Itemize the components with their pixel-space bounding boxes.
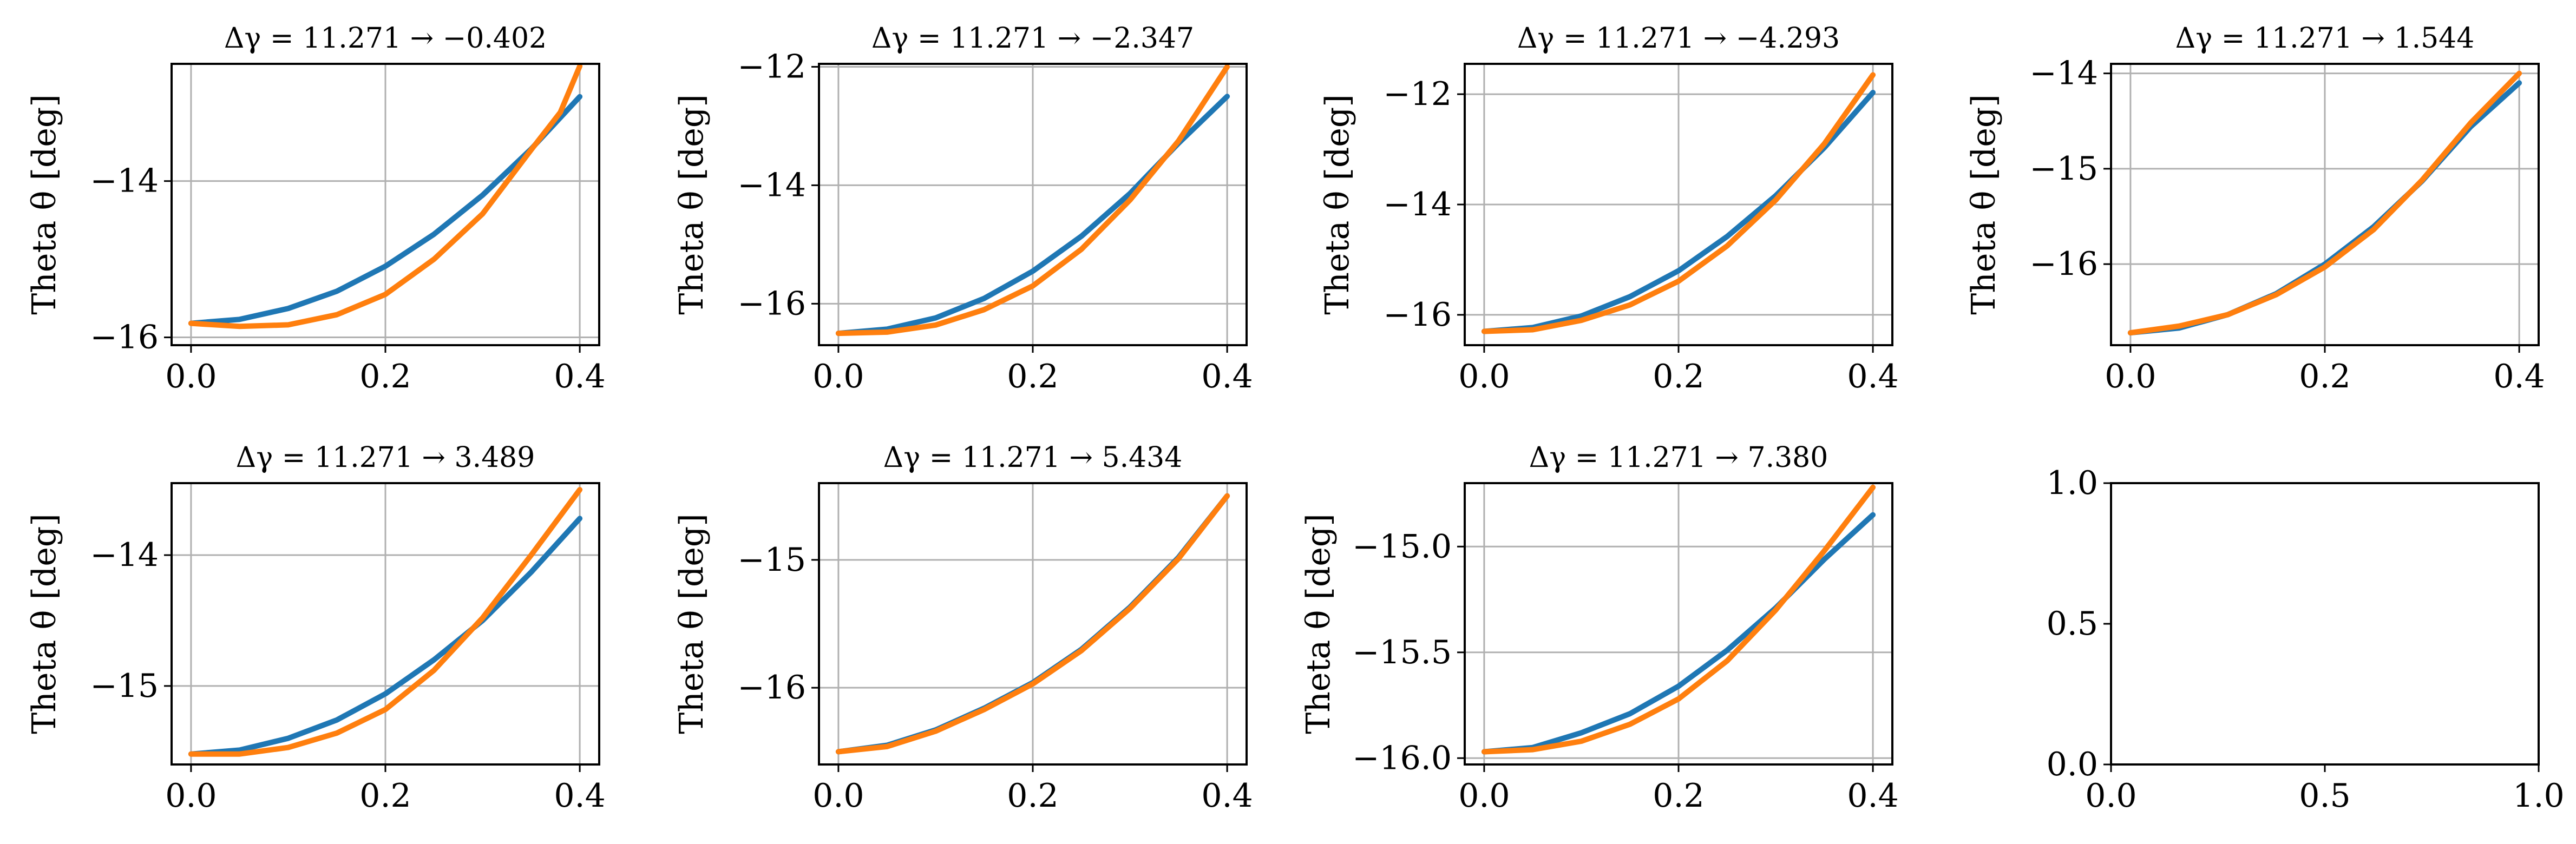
x-tick-label: 0.0 (812, 358, 864, 395)
subplot-3: 0.0 0.2 0.4 −12 −14 −16 Δγ = 11.271 → −4.293 Th… (1319, 22, 1899, 395)
y-tick-label: −16 (737, 669, 806, 707)
x-tick-label: 0.4 (1847, 358, 1898, 395)
y-tick-label: −15 (90, 667, 159, 705)
x-tick-label: 0.2 (1007, 358, 1058, 395)
x-tick-label: 0.0 (165, 358, 217, 395)
y-tick-label: −14 (1383, 186, 1452, 223)
y-axis-label: Theta θ [deg] (1965, 94, 2003, 314)
y-tick-label: −16 (1383, 296, 1452, 334)
x-tick-label: 0.2 (1653, 358, 1704, 395)
y-tick-label: 1.0 (2047, 464, 2098, 502)
y-tick-label: −15 (2029, 150, 2098, 188)
subplot-4: 0.0 0.2 0.4 −14 −15 −16 Δγ = 11.271 → 1.544 The… (1965, 22, 2545, 395)
y-tick-label: −15.5 (1352, 634, 1452, 671)
series-line-2 (1481, 72, 1876, 334)
axes-frame (2110, 482, 2540, 766)
x-tick-label: 1.0 (2513, 777, 2564, 815)
x-tick-label: 0.0 (2105, 358, 2156, 395)
series-line-1 (188, 94, 583, 326)
x-tick-label: 0.0 (1458, 358, 1510, 395)
x-tick-label: 0.0 (2085, 777, 2136, 815)
series-line-2 (2127, 70, 2522, 336)
x-tick-label: 0.4 (2493, 358, 2545, 395)
y-axis-label: Theta θ [deg] (1319, 94, 1356, 314)
x-tick-label: 0.2 (359, 777, 411, 815)
x-tick-label: 0.4 (1847, 777, 1898, 815)
y-axis-label: Theta θ [deg] (673, 94, 711, 314)
x-tick-label: 0.4 (554, 777, 605, 815)
y-tick-label: 0.5 (2047, 605, 2098, 643)
y-tick-label: −16 (2029, 245, 2098, 283)
y-tick-label: −15.0 (1352, 528, 1452, 565)
y-tick-label: −15 (737, 541, 806, 579)
series-line-2 (188, 487, 583, 757)
subplot-2: 0.0 0.2 0.4 −12 −14 −16 Δγ = 11.271 → −2.347 Th… (673, 22, 1253, 395)
x-tick-label: 0.2 (1653, 777, 1704, 815)
x-tick-label: 0.4 (554, 358, 605, 395)
y-axis-label: Theta θ [deg] (25, 513, 63, 734)
x-tick-label: 0.4 (1201, 777, 1253, 815)
series-line-2 (835, 64, 1230, 337)
y-axis-label: Theta θ [deg] (25, 94, 63, 314)
y-axis-label: Theta θ [deg] (1300, 513, 1338, 734)
y-tick-label: −14 (2029, 55, 2098, 93)
series-line-2 (188, 63, 583, 329)
subplot-title: Δγ = 11.271 → 1.544 (2175, 22, 2475, 55)
subplot-title: Δγ = 11.271 → 7.380 (1529, 441, 1828, 474)
subplot-8: 0.0 0.5 1.0 0.0 0.5 1.0 (2047, 464, 2565, 815)
x-tick-label: 0.0 (812, 777, 864, 815)
x-tick-label: 0.5 (2299, 777, 2350, 815)
x-tick-label: 0.2 (2299, 358, 2350, 395)
y-tick-label: −14 (90, 536, 159, 574)
subplot-title: Δγ = 11.271 → 5.434 (883, 441, 1183, 474)
x-tick-label: 0.4 (1201, 358, 1253, 395)
subplot-title: Δγ = 11.271 → −4.293 (1517, 22, 1840, 55)
series-line-1 (188, 516, 583, 757)
x-tick-label: 0.0 (1458, 777, 1510, 815)
y-tick-label: 0.0 (2047, 746, 2098, 783)
y-tick-label: −16 (737, 285, 806, 322)
subplot-1: 0.0 0.2 0.4 −14 −16 Δγ = 11.271 → −0.402 Theta… (25, 22, 606, 395)
subplot-title: Δγ = 11.271 → −0.402 (224, 22, 547, 55)
y-tick-label: −14 (90, 162, 159, 200)
series-line-1 (1481, 512, 1876, 755)
subplot-5: 0.0 0.2 0.4 −14 −15 Δγ = 11.271 → 3.489 Theta … (25, 441, 606, 815)
y-axis-label: Theta θ [deg] (673, 513, 711, 734)
x-tick-label: 0.0 (165, 777, 217, 815)
y-tick-label: −12 (1383, 75, 1452, 113)
y-tick-label: −12 (737, 48, 806, 85)
y-tick-label: −16 (90, 319, 159, 357)
series-line-2 (1481, 484, 1876, 755)
series-line-2 (835, 493, 1230, 755)
subplot-7: 0.0 0.2 0.4 −15.0 −15.5 −16.0 Δγ = 11.271 → 7.… (1300, 441, 1899, 815)
subplot-title: Δγ = 11.271 → 3.489 (236, 441, 535, 474)
subplot-6: 0.0 0.2 0.4 −15 −16 Δγ = 11.271 → 5.434 Theta … (673, 441, 1253, 815)
subplot-title: Δγ = 11.271 → −2.347 (871, 22, 1194, 55)
x-tick-label: 0.2 (359, 358, 411, 395)
x-tick-label: 0.2 (1007, 777, 1058, 815)
y-tick-label: −16.0 (1352, 739, 1452, 777)
y-tick-label: −14 (737, 166, 806, 204)
